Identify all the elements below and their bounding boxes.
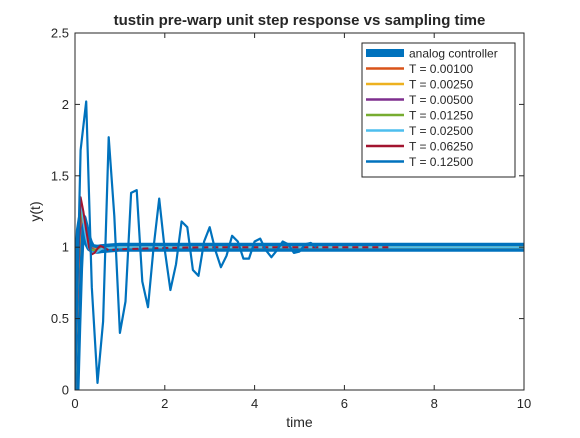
y-axis-label: y(t) [27, 201, 43, 221]
x-tick-label: 8 [431, 396, 438, 411]
legend-entry-label: T = 0.00100 [409, 62, 473, 76]
y-tick-label: 2 [62, 97, 69, 112]
legend-entry-label: T = 0.02500 [409, 124, 473, 138]
axes-box [74, 32, 525, 391]
x-tick-label: 4 [251, 396, 258, 411]
x-tick-label: 2 [161, 396, 168, 411]
y-axis-ticks: 0 0.5 1 1.5 2 2.5 [51, 26, 524, 398]
x-axis-label: time [286, 414, 313, 430]
y-tick-label: 1.5 [51, 168, 69, 183]
y-tick-label: 1 [62, 240, 69, 255]
y-tick-label: 0.5 [51, 311, 69, 326]
x-tick-label: 10 [517, 396, 531, 411]
x-tick-label: 6 [341, 396, 348, 411]
series-line-t-0-06250-tail [102, 246, 390, 252]
x-axis-ticks: 0 2 4 6 8 10 [71, 33, 531, 411]
chart-title: tustin pre-warp unit step response vs sa… [114, 12, 486, 29]
axes-frame [74, 32, 525, 391]
y-tick-label: 0 [62, 383, 69, 398]
series-line-t-0-12500 [75, 100, 317, 390]
y-tick-label: 2.5 [51, 26, 69, 41]
legend-entry-label: T = 0.00500 [409, 93, 473, 107]
legend-entry-label: T = 0.06250 [409, 140, 473, 154]
series-lines [75, 100, 524, 390]
x-tick-label: 0 [71, 396, 78, 411]
legend-entry-label: T = 0.00250 [409, 78, 473, 92]
legend-entry-label: analog controller [409, 47, 498, 61]
legend-box [361, 42, 516, 178]
legend-entry-label: T = 0.01250 [409, 109, 473, 123]
legend-entry-label: T = 0.12500 [409, 155, 473, 169]
